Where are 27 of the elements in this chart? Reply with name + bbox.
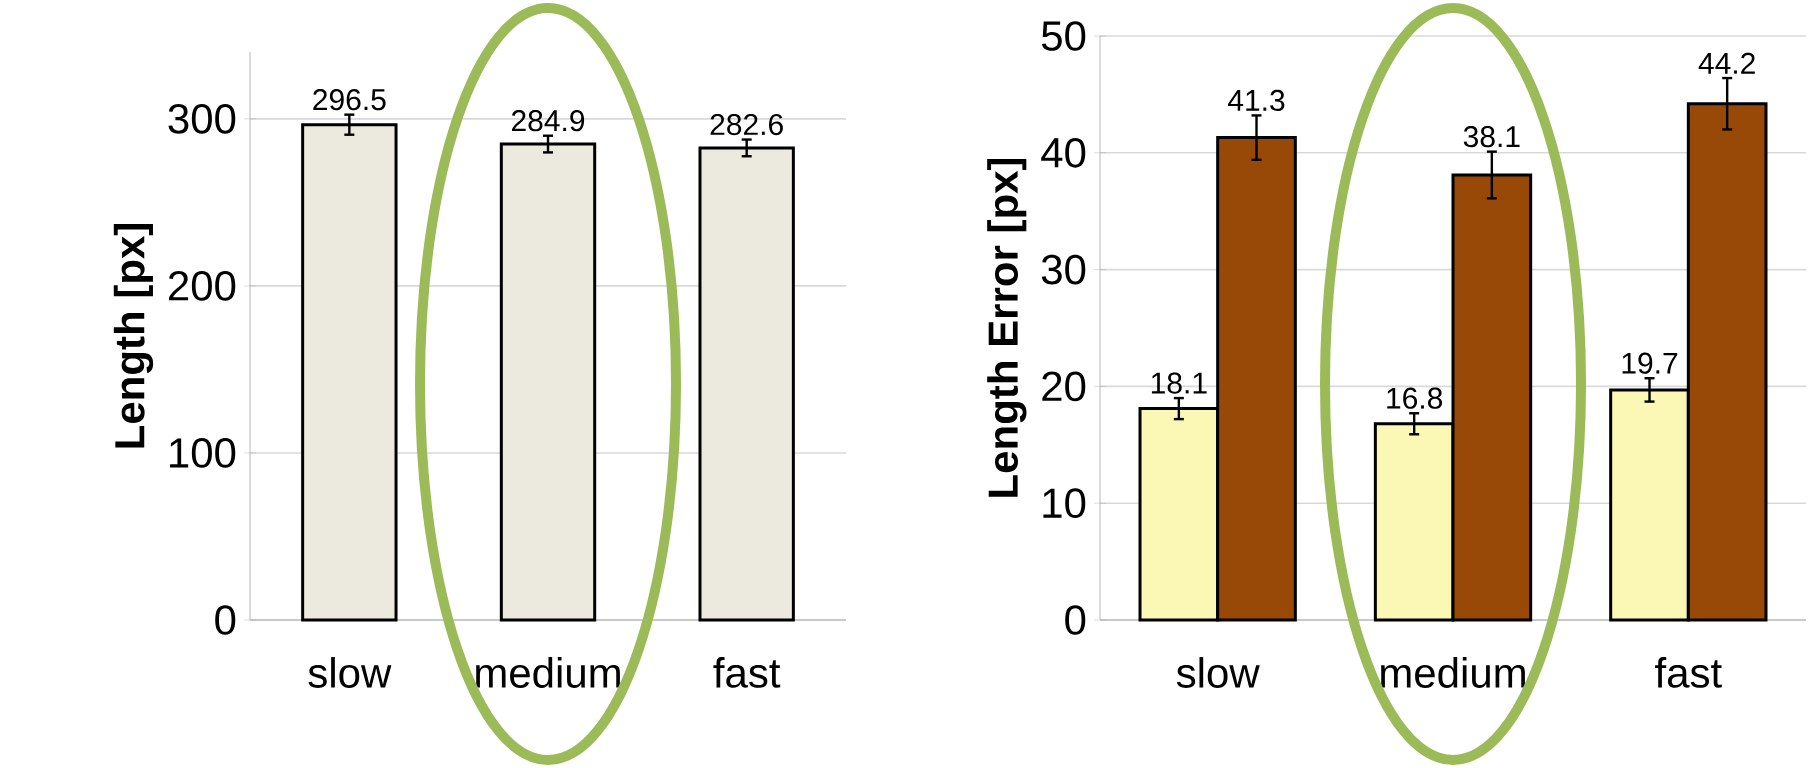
data-label: 41.3 — [1228, 89, 1285, 112]
y-tick-label: 300 — [168, 103, 236, 134]
data-label: 16.8 — [1387, 387, 1443, 409]
x-tick-label: medium — [1381, 657, 1525, 688]
x-tick-label: fast — [1655, 657, 1722, 688]
y-tick-label: 100 — [170, 438, 236, 468]
data-label: 18.1 — [1151, 372, 1207, 394]
data-label: 282.6 — [710, 113, 783, 136]
data-label: 19.7 — [1622, 352, 1678, 374]
y-tick-label: 50 — [1041, 21, 1086, 51]
y-tick-label: 0 — [215, 605, 236, 635]
data-label: 38.1 — [1463, 125, 1520, 148]
data-label: 284.9 — [511, 110, 585, 132]
x-tick-label: slow — [1176, 657, 1260, 688]
y-tick-label: 20 — [1042, 371, 1086, 402]
data-label: 296.5 — [313, 89, 386, 111]
y-axis-title: Length Error [px] — [987, 158, 1027, 497]
x-tick-label: medium — [476, 657, 620, 688]
y-tick-label: 10 — [1043, 488, 1086, 519]
data-label: 44.2 — [1698, 52, 1755, 74]
y-axis-title: Length [px] — [113, 224, 154, 448]
y-tick-label: 40 — [1041, 137, 1086, 168]
x-tick-label: slow — [308, 657, 392, 688]
y-tick-label: 200 — [168, 271, 236, 301]
y-tick-label: 30 — [1041, 254, 1086, 285]
x-tick-label: fast — [713, 657, 781, 688]
y-tick-label: 0 — [1065, 605, 1086, 635]
